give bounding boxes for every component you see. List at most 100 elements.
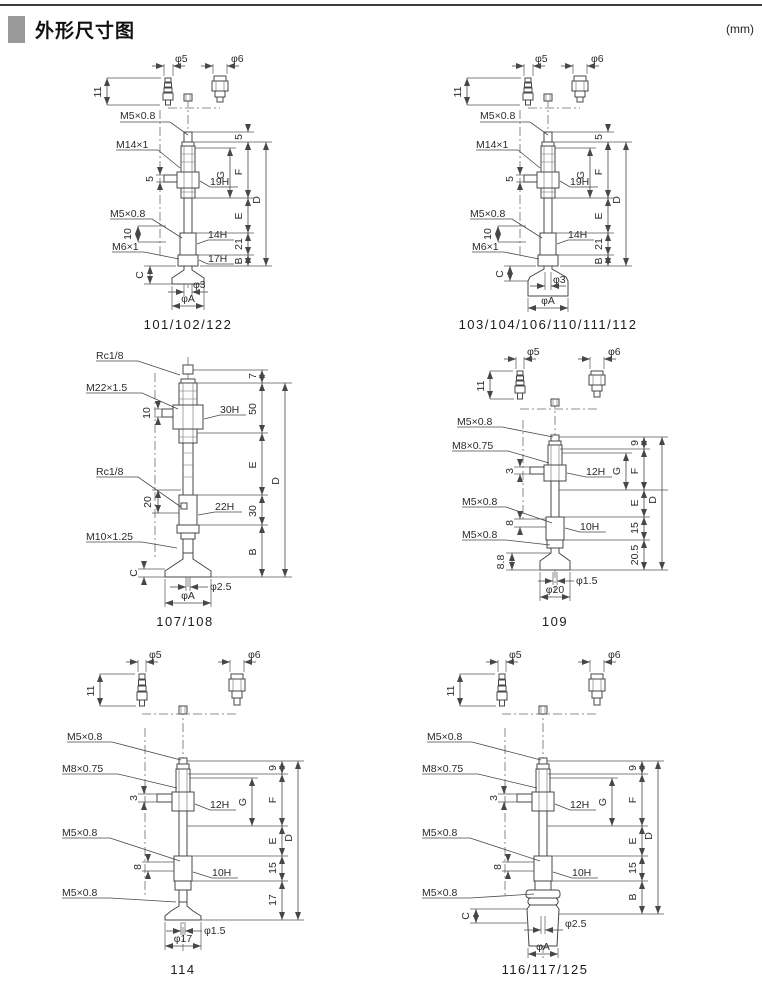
pad-body	[516, 757, 561, 947]
drawing-101-102-122: φ5 φ6 11 M5×0.8 M14×1 19	[92, 53, 272, 332]
drawing-107-108: Rc1/8 M22×1.5 30H Rc1/8 22H M10×1.25 10 …	[86, 350, 292, 629]
dim-11: 11	[92, 86, 104, 97]
caption: 109	[542, 614, 568, 629]
dim-e: E	[233, 212, 245, 219]
fitting-dimensions: φ5 φ6 11	[445, 649, 621, 707]
label-10h: 10H	[572, 867, 591, 879]
dim-f: F	[629, 468, 641, 474]
leader-labels: Rc1/8 M22×1.5 30H Rc1/8 22H M10×1.25	[86, 350, 246, 549]
dim-c: C	[460, 912, 472, 920]
pad-body	[523, 131, 569, 297]
drawing-103-104-106-110-111-112: φ5 φ6 11 M5×0.8 M14×1 19	[452, 53, 636, 332]
left-dimensions: 10 20 C	[128, 401, 181, 585]
caption: 101/102/122	[144, 317, 233, 332]
right-dimensions: 5 G F E 21 B D	[192, 124, 272, 267]
label-m5-top: M5×0.8	[67, 731, 102, 743]
dim-phi15: φ1.5	[204, 925, 226, 937]
leader-labels: M5×0.8 M8×0.75 12H M5×0.8 10H M5×0.8	[62, 731, 238, 903]
dim-5-top: 5	[593, 134, 605, 140]
dim-b: B	[593, 257, 605, 264]
dim-10: 10	[482, 228, 494, 240]
dim-10: 10	[141, 407, 153, 419]
bottom-dimensions: φ1.5 φ20	[538, 572, 598, 601]
dim-b: B	[627, 893, 639, 900]
bottom-dimensions: φ3 φA	[527, 272, 569, 312]
label-m8: M8×0.75	[452, 440, 493, 452]
dim-9: 9	[627, 765, 639, 771]
dim-15: 15	[627, 862, 639, 874]
dim-d: D	[283, 834, 295, 842]
dim-phiA: φA	[541, 295, 555, 307]
left-dimensions: 5 10 C	[482, 167, 536, 282]
fitting-dimensions: φ5 φ6 11	[92, 53, 244, 106]
dim-21: 21	[233, 238, 245, 250]
page-title: 外形尺寸图	[35, 20, 136, 42]
dim-phi6: φ6	[608, 649, 621, 661]
leader-labels: M5×0.8 M14×1 19H M5×0.8 M6×1 14H	[470, 110, 598, 260]
dim-11: 11	[445, 685, 457, 696]
dim-15: 15	[629, 522, 641, 534]
label-10h: 10H	[212, 867, 231, 879]
dim-phi6: φ6	[591, 53, 604, 65]
label-m14: M14×1	[116, 139, 149, 151]
label-m5-top: M5×0.8	[480, 110, 515, 122]
top-fittings	[522, 75, 589, 106]
top-fittings	[136, 673, 246, 715]
dim-7: 7	[247, 373, 259, 379]
dim-phiA: φA	[181, 590, 195, 602]
label-m5-bot: M5×0.8	[462, 529, 497, 541]
bottom-dimensions: φ1.5 φ17	[164, 922, 226, 950]
dim-d: D	[270, 477, 282, 485]
drawing-109: φ5 φ6 11 M5×0.8 M8×0.75 12H	[452, 346, 668, 629]
leader-labels: M5×0.8 M8×0.75 12H M5×0.8 10H M5×0.8	[452, 416, 612, 546]
title-block: 外形尺寸图	[8, 15, 135, 43]
dim-f: F	[627, 797, 639, 803]
dim-f: F	[267, 797, 279, 803]
dim-e: E	[629, 499, 641, 506]
dim-5-top: 5	[233, 134, 245, 140]
dim-e: E	[267, 837, 279, 844]
label-17h: 17H	[208, 253, 227, 265]
label-30h: 30H	[220, 404, 239, 416]
dim-3: 3	[128, 795, 140, 801]
pad-body	[161, 364, 212, 578]
label-m6: M6×1	[472, 241, 499, 253]
dim-d: D	[251, 196, 263, 204]
label-m5-mid: M5×0.8	[110, 208, 145, 220]
label-m5-top: M5×0.8	[120, 110, 155, 122]
dim-f: F	[593, 169, 605, 175]
label-m5-mid: M5×0.8	[470, 208, 505, 220]
dim-c: C	[134, 271, 146, 279]
dim-88: 8.8	[495, 555, 507, 570]
dim-b: B	[247, 548, 259, 555]
dim-g: G	[611, 467, 623, 475]
label-19h: 19H	[570, 176, 589, 188]
fitting-dimensions: φ5 φ6 11	[475, 346, 621, 400]
dim-d: D	[643, 832, 655, 840]
left-dimensions: 3 8 8.8	[495, 459, 551, 571]
label-m5-mid: M5×0.8	[422, 827, 457, 839]
dim-phi17: φ17	[174, 933, 193, 945]
bottom-dimensions: φ2.5 φA	[164, 577, 232, 607]
dim-d: D	[647, 496, 659, 504]
label-m5-top: M5×0.8	[427, 731, 462, 743]
label-m5-bot: M5×0.8	[422, 887, 457, 899]
leader-labels: M5×0.8 M14×1 19H M5×0.8 M6×1 14H 17H	[110, 110, 238, 265]
dim-3: 3	[488, 795, 500, 801]
dim-b: B	[233, 257, 245, 264]
dim-e: E	[247, 461, 259, 468]
dim-g: G	[597, 798, 609, 806]
fitting-dimensions: φ5 φ6 11	[452, 53, 604, 106]
dim-phiA: φA	[181, 293, 195, 305]
bottom-dimensions: φ3 φA	[168, 279, 208, 310]
caption: 114	[170, 962, 195, 977]
dim-30: 30	[247, 505, 259, 517]
dim-205: 20.5	[629, 545, 641, 566]
pad-body	[156, 757, 202, 921]
label-m6: M6×1	[112, 241, 139, 253]
dim-20: 20	[142, 496, 154, 508]
dim-phi5: φ5	[535, 53, 548, 65]
label-m8: M8×0.75	[62, 763, 103, 775]
top-fittings	[162, 75, 229, 106]
dim-f: F	[233, 169, 245, 175]
